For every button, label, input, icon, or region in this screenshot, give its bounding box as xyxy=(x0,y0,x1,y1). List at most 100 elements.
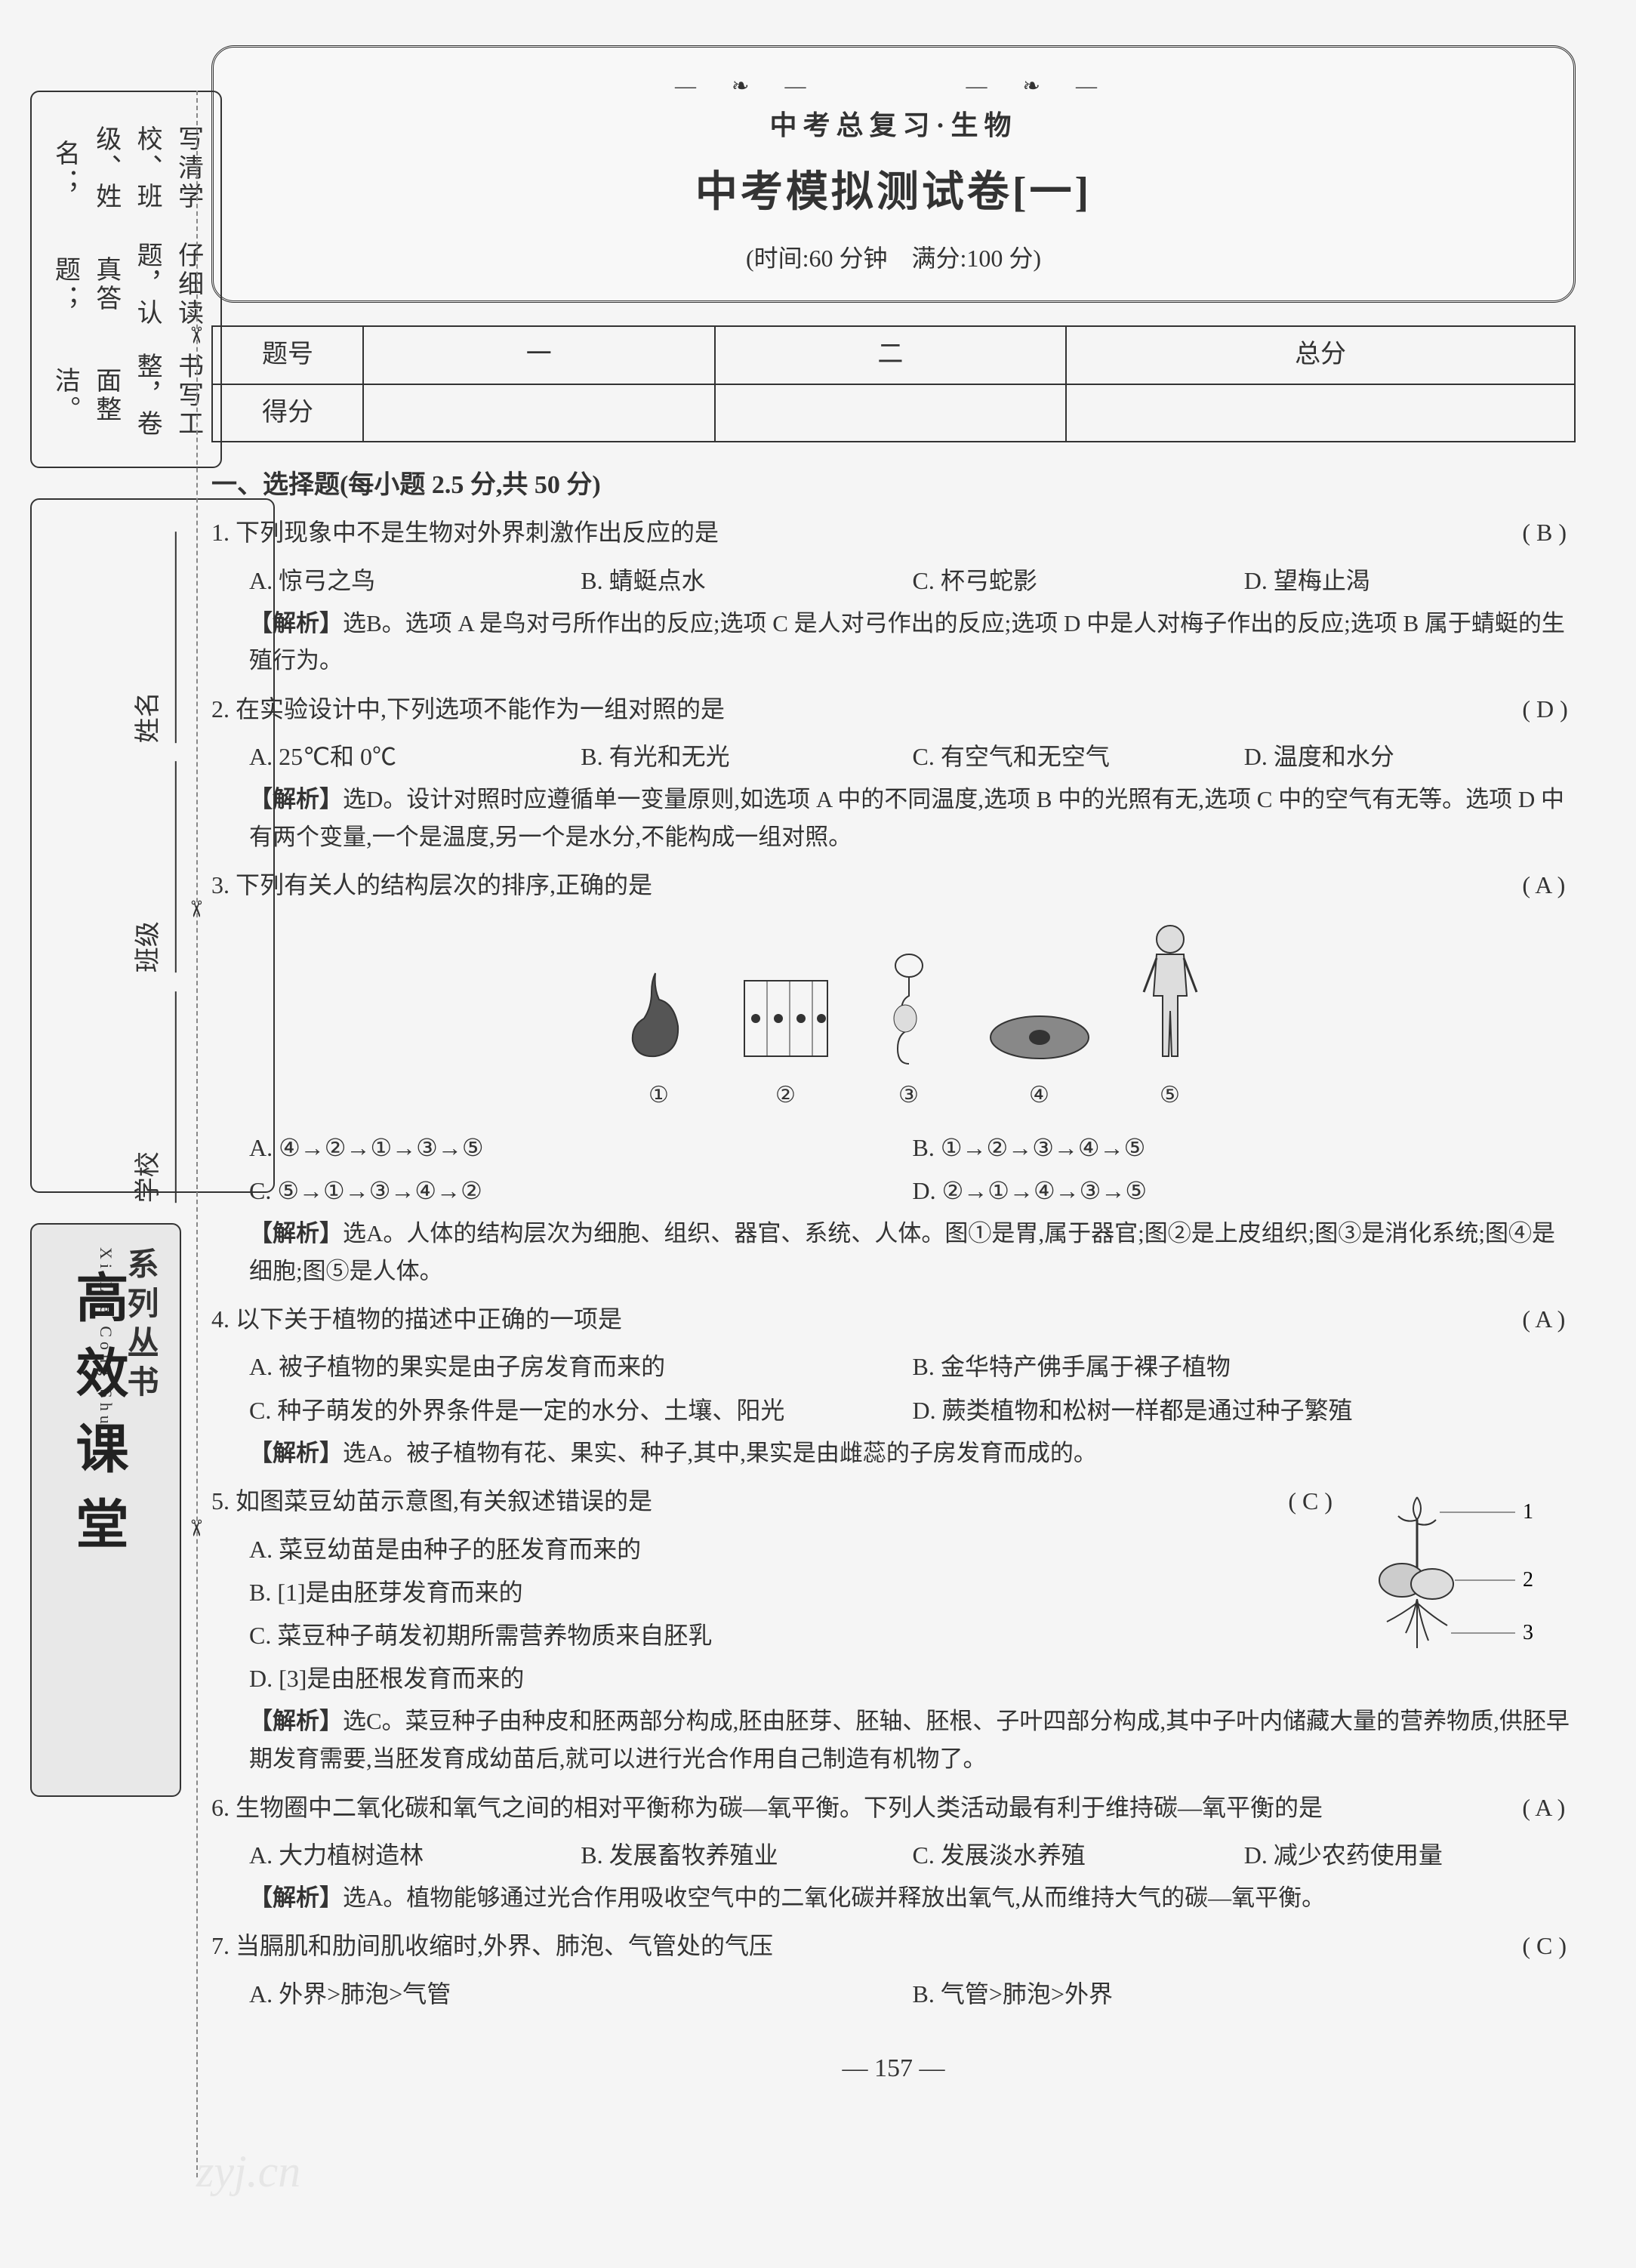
option-c: C. 有空气和无空气 xyxy=(913,738,1244,776)
series-main: 高效课堂 xyxy=(54,1270,139,1572)
score-cell xyxy=(363,384,715,442)
student-info-box: 姓名 班级 学校 xyxy=(30,498,275,1193)
option-c: C. ⑤→①→③→④→② xyxy=(249,1172,913,1210)
question-1: 1. 下列现象中不是生物对外界刺激作出反应的是 ( B ) xyxy=(211,513,1576,552)
explain-label: 【解析】 xyxy=(249,1708,343,1734)
option-a: A. 大力植树造林 xyxy=(249,1836,581,1875)
field-class: 班级 xyxy=(128,762,177,973)
subject-line: 中考总复习·生物 xyxy=(244,104,1543,148)
explain-label: 【解析】 xyxy=(249,1220,343,1246)
human-body-icon xyxy=(1132,920,1208,1071)
fig-num-3: 3 xyxy=(1523,1621,1533,1644)
option-c: C. 杯弓蛇影 xyxy=(913,562,1244,600)
q5-explain: 【解析】选C。菜豆种子由种皮和胚两部分构成,胚由胚芽、胚轴、胚根、子叶四部分构成… xyxy=(211,1703,1576,1777)
col-header: 总分 xyxy=(1066,326,1575,384)
q4-answer: ( A ) xyxy=(1560,1300,1568,1339)
figure-cell: ④ xyxy=(983,1003,1096,1114)
q5-options: A. 菜豆幼苗是由种子的胚发育而来的 B. [1]是由胚芽发育而来的 C. 菜豆… xyxy=(211,1530,1334,1703)
exam-title: 中考模拟测试卷[一] xyxy=(244,159,1543,227)
question-5: 5. 如图菜豆幼苗示意图,有关叙述错误的是 ( C ) xyxy=(211,1482,1576,1521)
explain-text: 选D。设计对照时应遵循单一变量原则,如选项 A 中的不同温度,选项 B 中的光照… xyxy=(249,786,1564,850)
q7-stem: 7. 当膈肌和肋间肌收缩时,外界、肺泡、气管处的气压 xyxy=(211,1932,773,1959)
q1-stem: 1. 下列现象中不是生物对外界刺激作出反应的是 xyxy=(211,519,719,546)
option-a: A. 25℃和 0℃ xyxy=(249,738,581,776)
fig-num-2: 2 xyxy=(1523,1568,1533,1592)
exam-header: — ❧ — — ❧ — 中考总复习·生物 中考模拟测试卷[一] (时间:60 分… xyxy=(211,45,1576,303)
q3-figures: ① ② ③ ④ xyxy=(211,920,1576,1114)
q5-answer: ( C ) xyxy=(1326,1482,1334,1521)
option-a: A. 惊弓之鸟 xyxy=(249,562,581,600)
option-d: D. 减少农药使用量 xyxy=(1244,1836,1576,1875)
cut-line xyxy=(196,91,198,2177)
q1-answer: ( B ) xyxy=(1560,513,1568,552)
col-header: 二 xyxy=(715,326,1067,384)
fig-label-2: ② xyxy=(737,1077,835,1114)
section-1-title: 一、选择题(每小题 2.5 分,共 50 分) xyxy=(211,465,1576,506)
option-a: A. 外界>肺泡>气管 xyxy=(249,1975,913,2014)
q6-stem: 6. 生物圈中二氧化碳和氧气之间的相对平衡称为碳—氧平衡。下列人类活动最有利于维… xyxy=(211,1794,1323,1821)
q7-options: A. 外界>肺泡>气管 B. 气管>肺泡>外界 xyxy=(211,1975,1576,2018)
q2-stem: 2. 在实验设计中,下列选项不能作为一组对照的是 xyxy=(211,695,725,723)
q1-explain: 【解析】选B。选项 A 是鸟对弓所作出的反应;选项 C 是人对弓作出的反应;选项… xyxy=(211,605,1576,679)
explain-text: 选C。菜豆种子由种皮和胚两部分构成,胚由胚芽、胚轴、胚根、子叶四部分构成,其中子… xyxy=(249,1708,1570,1772)
scissor-icon: ✂ xyxy=(177,1518,214,1537)
exam-info: (时间:60 分钟 满分:100 分) xyxy=(244,239,1543,278)
row-label: 得分 xyxy=(212,384,363,442)
q6-answer: ( A ) xyxy=(1560,1789,1568,1827)
page-number: — 157 — xyxy=(211,2048,1576,2089)
notice-line-3: 书写工整，卷面整洁。 xyxy=(44,341,208,451)
fig-label-1: ① xyxy=(618,1077,701,1114)
q6-options: A. 大力植树造林 B. 发展畜牧养殖业 C. 发展淡水养殖 D. 减少农药使用… xyxy=(211,1836,1576,1879)
option-d: D. ②→①→④→③→⑤ xyxy=(913,1172,1576,1210)
q3-explain: 【解析】选A。人体的结构层次为细胞、组织、器官、系统、人体。图①是胃,属于器官;… xyxy=(211,1215,1576,1290)
explain-label: 【解析】 xyxy=(249,1440,343,1466)
option-a: A. 被子植物的果实是由子房发育而来的 xyxy=(249,1348,913,1386)
question-4: 4. 以下关于植物的描述中正确的一项是 ( A ) xyxy=(211,1300,1576,1339)
option-a: A. 菜豆幼苗是由种子的胚发育而来的 xyxy=(249,1530,1334,1569)
option-b: B. 蜻蜓点水 xyxy=(581,562,912,600)
q4-options: A. 被子植物的果实是由子房发育而来的 B. 金华特产佛手属于裸子植物 C. 种… xyxy=(211,1348,1576,1434)
figure-system: ③ xyxy=(871,951,947,1114)
option-c: C. 发展淡水养殖 xyxy=(913,1836,1244,1875)
option-a: A. ④→②→①→③→⑤ xyxy=(249,1129,913,1167)
option-b: B. 有光和无光 xyxy=(581,738,912,776)
scissor-icon: ✂ xyxy=(177,325,214,344)
q4-explain: 【解析】选A。被子植物有花、果实、种子,其中,果实是由雌蕊的子房发育而成的。 xyxy=(211,1434,1576,1472)
table-row: 得分 xyxy=(212,384,1575,442)
explain-text: 选A。被子植物有花、果实、种子,其中,果实是由雌蕊的子房发育而成的。 xyxy=(343,1440,1097,1466)
question-2: 2. 在实验设计中,下列选项不能作为一组对照的是 ( D ) xyxy=(211,690,1576,729)
fig-label-5: ⑤ xyxy=(1132,1077,1208,1114)
fig-label-3: ③ xyxy=(871,1077,947,1114)
question-3: 3. 下列有关人的结构层次的排序,正确的是 ( A ) xyxy=(211,866,1576,904)
q4-stem: 4. 以下关于植物的描述中正确的一项是 xyxy=(211,1305,622,1333)
fig-label-4: ④ xyxy=(983,1077,1096,1114)
q6-explain: 【解析】选A。植物能够通过光合作用吸收空气中的二氧化碳并释放出氧气,从而维持大气… xyxy=(211,1879,1576,1917)
tissue-icon xyxy=(737,966,835,1071)
watermark: zyj.cn xyxy=(196,2135,300,2208)
q2-explain: 【解析】选D。设计对照时应遵循单一变量原则,如选项 A 中的不同温度,选项 B … xyxy=(211,781,1576,855)
option-c: C. 种子萌发的外界条件是一定的水分、土壤、阳光 xyxy=(249,1391,913,1430)
q2-answer: ( D ) xyxy=(1560,690,1568,729)
option-b: B. 气管>肺泡>外界 xyxy=(913,1975,1576,2014)
row-label: 题号 xyxy=(212,326,363,384)
option-c: C. 菜豆种子萌发初期所需营养物质来自胚乳 xyxy=(249,1616,1334,1655)
score-table: 题号 一 二 总分 得分 xyxy=(211,325,1576,442)
field-name: 姓名 xyxy=(128,532,177,743)
question-5-block: 1 2 3 5. 如图菜豆幼苗示意图,有关叙述错误的是 ( C ) A. 菜豆幼… xyxy=(211,1482,1576,1703)
option-d: D. 望梅止渴 xyxy=(1244,562,1576,600)
score-cell xyxy=(715,384,1067,442)
sidebar: 写清学校、班级、姓名； 仔细读题，认真答题； 书写工整，卷面整洁。 姓名 班级 … xyxy=(30,91,181,1797)
q2-options: A. 25℃和 0℃ B. 有光和无光 C. 有空气和无空气 D. 温度和水分 xyxy=(211,738,1576,781)
option-b: B. 发展畜牧养殖业 xyxy=(581,1836,912,1875)
q1-options: A. 惊弓之鸟 B. 蜻蜓点水 C. 杯弓蛇影 D. 望梅止渴 xyxy=(211,562,1576,605)
question-7: 7. 当膈肌和肋间肌收缩时,外界、肺泡、气管处的气压 ( C ) xyxy=(211,1927,1576,1965)
explain-text: 选B。选项 A 是鸟对弓所作出的反应;选项 C 是人对弓作出的反应;选项 D 中… xyxy=(249,610,1565,674)
option-b: B. ①→②→③→④→⑤ xyxy=(913,1129,1576,1167)
figure-tissue: ② xyxy=(737,966,835,1114)
score-cell xyxy=(1066,384,1575,442)
scissor-icon: ✂ xyxy=(177,899,214,918)
question-6: 6. 生物圈中二氧化碳和氧气之间的相对平衡称为碳—氧平衡。下列人类活动最有利于维… xyxy=(211,1789,1576,1827)
col-header: 一 xyxy=(363,326,715,384)
option-d: D. 蕨类植物和松树一样都是通过种子繁殖 xyxy=(913,1391,1576,1430)
q3-answer: ( A ) xyxy=(1560,866,1568,904)
